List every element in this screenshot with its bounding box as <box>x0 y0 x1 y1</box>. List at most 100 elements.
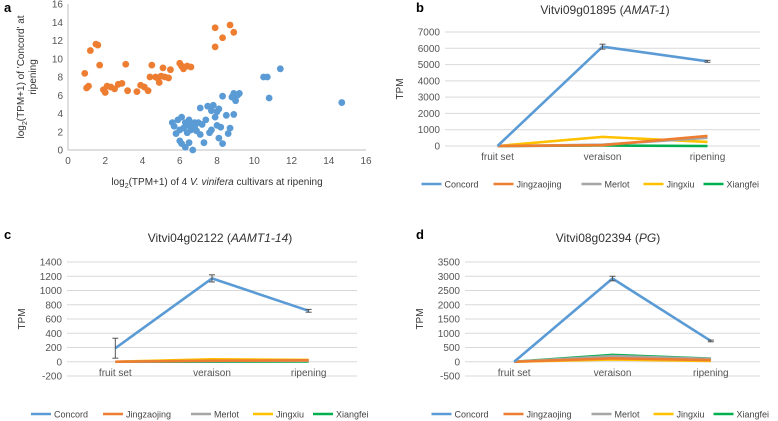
scatter-point <box>209 101 217 109</box>
series-line-Concord <box>496 45 708 147</box>
scatter-point <box>235 90 243 97</box>
x-tick-label: fruit set <box>481 152 514 163</box>
x-tick-label: 0 <box>65 156 71 167</box>
y-tick-label: 1000 <box>438 329 461 340</box>
scatter-point <box>196 131 204 138</box>
scatter-point <box>219 92 226 100</box>
legend-label: Merlot <box>615 410 641 420</box>
panel-d: d Vitvi08g02394 (PG) -500 0 500 1000 1500 2000 2… <box>415 227 769 420</box>
chart-title-paren: ) <box>666 3 670 17</box>
x-tick-label: ripening <box>690 152 726 163</box>
y-tick-label: 0 <box>56 357 62 368</box>
x-tick-label: ripening <box>291 368 327 379</box>
legend-label: Concord <box>54 410 88 420</box>
series-line-Concord <box>513 277 712 363</box>
scatter-point <box>208 107 215 115</box>
x-tick-label: veraison <box>193 368 231 379</box>
y-tick-label: 1200 <box>40 272 63 283</box>
legend-label: Merlot <box>214 410 240 420</box>
scatter-point <box>219 140 226 148</box>
panel-letter-c: c <box>4 227 11 242</box>
scatter-point <box>208 126 215 134</box>
y-tick-label: 1000 <box>40 286 63 297</box>
x-tick-label: 12 <box>286 156 298 167</box>
y-tick-label: 2 <box>57 127 63 138</box>
x-tick-label: 4 <box>140 156 146 167</box>
scatter-point <box>215 134 223 142</box>
x-tick-label: 2 <box>102 156 108 167</box>
legend: Concord Jingzaojing Merlot Jingxiu Xiangfei <box>421 180 760 190</box>
legend-label: Xiangfei <box>727 180 760 190</box>
y-tick-label: 1000 <box>418 125 441 136</box>
y-tick-label: 400 <box>45 329 62 340</box>
legend: Concord Jingzaojing Merlot Jingxiu Xiangfei <box>431 410 770 420</box>
legend-label: Merlot <box>605 180 631 190</box>
x-tick-label: veraison <box>594 368 632 379</box>
x-axis-label-subscript: 2 <box>125 183 129 190</box>
panel-letter-b: b <box>416 0 424 15</box>
chart-title-paren: ) <box>656 231 660 245</box>
scatter-point <box>146 73 154 81</box>
scatter-point <box>232 97 240 105</box>
scatter-series-blue <box>168 65 346 154</box>
y-tick-label: 0 <box>454 357 460 368</box>
legend-label: Concord <box>445 180 479 190</box>
scatter-point <box>167 66 174 74</box>
scatter-point <box>181 143 189 151</box>
scatter-point <box>144 87 152 95</box>
y-tick-label: 6 <box>57 91 63 102</box>
scatter-point <box>196 104 204 112</box>
legend-label: Jingxiu <box>677 410 705 420</box>
y-axis-label-line2: ripening <box>28 59 39 95</box>
scatter-point <box>111 85 118 93</box>
scatter-point <box>211 24 219 32</box>
y-tick-label: 5000 <box>418 60 441 71</box>
y-axis-label: TPM <box>17 308 28 329</box>
panel-letter-d: d <box>416 227 424 242</box>
x-axis-label-italic: V. vinifera <box>190 177 234 188</box>
x-tick-label: 8 <box>214 156 220 167</box>
scatter-point <box>224 130 232 137</box>
legend: Concord Jingzaojing Merlot Jingxiu Xiangfei <box>31 410 369 420</box>
chart-title-italic: PG <box>639 231 656 245</box>
chart-title-plain: Vitvi04g02122 ( <box>148 231 231 245</box>
x-tick-label: 10 <box>249 156 261 167</box>
scatter-point <box>263 73 271 81</box>
x-tick-label: 16 <box>360 156 372 167</box>
y-tick-label: 1500 <box>438 315 461 326</box>
x-tick-label: 6 <box>177 156 183 167</box>
scatter-point <box>204 102 212 110</box>
scatter-point <box>202 116 210 124</box>
scatter-point <box>226 21 234 29</box>
scatter-point <box>86 47 94 54</box>
y-tick-label: 0 <box>434 142 440 153</box>
scatter-point <box>211 113 219 121</box>
y-axis-label: TPM <box>395 78 406 99</box>
series-line-Jingzaojing <box>514 357 711 364</box>
y-tick-label: 4000 <box>418 76 441 87</box>
scatter-point <box>148 61 156 69</box>
y-axis-label-part: log <box>16 125 27 138</box>
legend-label: Jingzaojing <box>517 180 562 190</box>
x-tick-label: veraison <box>584 152 622 163</box>
y-tick-label: 3500 <box>438 258 461 269</box>
y-tick-label: 10 <box>52 54 64 65</box>
scatter-point <box>187 63 195 71</box>
scatter-point <box>94 41 102 49</box>
chart-title: Vitvi08g02394 (PG) <box>556 231 661 245</box>
x-axis-label: log2(TPM+1) of 4 V. vinifera cultivars a… <box>111 177 322 190</box>
legend-label: Xiangfei <box>737 410 770 420</box>
y-tick-label: 600 <box>45 315 62 326</box>
scatter-point <box>200 139 208 147</box>
scatter-point <box>230 111 238 118</box>
y-tick-label: 0 <box>57 146 63 157</box>
scatter-point <box>81 69 89 77</box>
scatter-point <box>222 111 230 119</box>
y-tick-label: 4 <box>57 109 63 120</box>
x-tick-label: fruit set <box>498 368 531 379</box>
scatter-point <box>338 99 346 106</box>
scatter-point <box>189 146 197 154</box>
x-tick-label: ripening <box>693 368 729 379</box>
